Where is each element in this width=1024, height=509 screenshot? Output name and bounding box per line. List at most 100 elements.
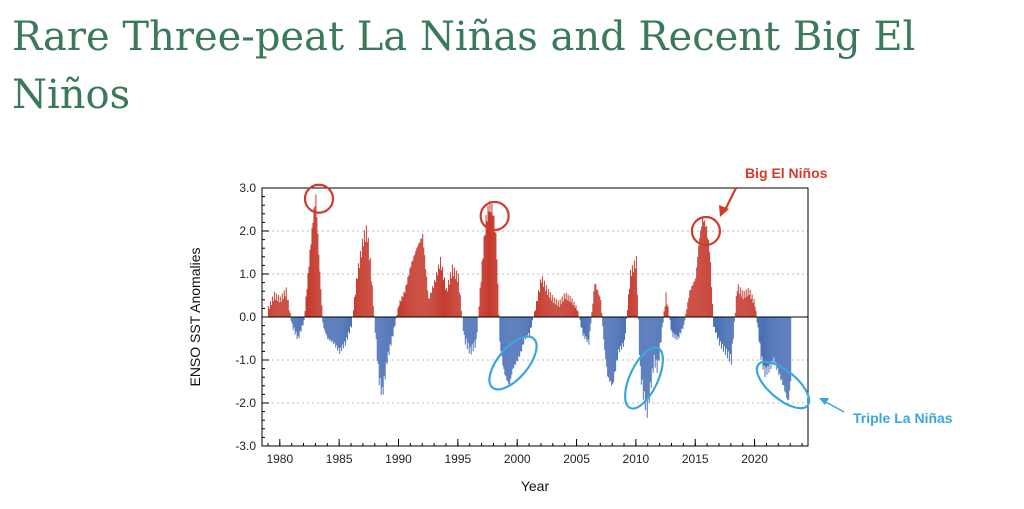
anomaly-bar	[641, 317, 643, 380]
anomaly-bar	[465, 317, 467, 339]
anomaly-bar	[604, 317, 606, 351]
anomaly-bar	[676, 317, 678, 341]
anomaly-bar	[494, 231, 496, 317]
anomaly-bar	[558, 306, 560, 317]
anomaly-bar	[445, 287, 447, 317]
anomaly-bar	[498, 314, 500, 317]
la-nina-ellipse	[488, 335, 538, 391]
anomaly-bar	[591, 312, 593, 317]
anomaly-bar	[577, 311, 579, 317]
anomaly-bar	[430, 292, 432, 317]
anomaly-bar	[386, 317, 388, 365]
anomaly-bar	[729, 317, 731, 354]
anomaly-bar	[589, 317, 591, 332]
anomaly-bar	[603, 317, 605, 340]
anomaly-bar	[398, 305, 400, 317]
anomaly-bar	[593, 291, 595, 317]
anomaly-bar	[375, 317, 377, 340]
anomaly-bar	[423, 247, 425, 317]
anomaly-bar	[688, 297, 690, 317]
anomaly-bars	[267, 194, 792, 418]
anomaly-bar	[508, 317, 510, 385]
anomaly-bar	[346, 317, 348, 338]
anomaly-bar	[624, 317, 626, 341]
anomaly-bar	[447, 280, 449, 317]
anomaly-bar	[765, 317, 767, 368]
anomaly-bar	[768, 317, 770, 373]
anomaly-bar	[711, 287, 713, 317]
x-tick-label: 2000	[504, 452, 531, 466]
anomaly-bar	[606, 317, 608, 367]
anomaly-bar	[296, 317, 298, 340]
anomaly-bar	[747, 288, 749, 317]
anomaly-bar	[626, 317, 627, 319]
anomaly-bar	[716, 317, 717, 333]
anomaly-bar	[634, 268, 636, 317]
anomaly-bar	[539, 279, 541, 317]
anomaly-bar	[756, 317, 758, 323]
anomaly-bar	[535, 301, 537, 317]
anomaly-bar	[434, 279, 436, 317]
anomaly-bar	[529, 317, 531, 337]
anomaly-bar	[351, 317, 353, 328]
anomaly-bar	[316, 217, 318, 317]
anomaly-bar	[543, 280, 545, 317]
anomaly-bar	[640, 317, 642, 385]
anomaly-bar	[381, 317, 383, 388]
anomaly-bar	[687, 301, 689, 317]
anomaly-bar	[456, 281, 458, 317]
anomaly-bar	[700, 230, 702, 317]
anomaly-bar	[592, 303, 594, 317]
annotations: Big El Niños Triple La Niñas	[303, 165, 953, 426]
anomaly-bar	[772, 317, 774, 366]
anomaly-bar	[343, 317, 345, 349]
anomaly-bar	[708, 239, 710, 317]
anomaly-bar	[779, 317, 781, 374]
anomaly-bar	[736, 291, 738, 317]
anomaly-bar	[431, 293, 433, 317]
anomaly-bar	[652, 317, 654, 373]
anomaly-bar	[417, 246, 419, 317]
anomaly-bar	[674, 317, 676, 339]
anomaly-bar	[374, 317, 376, 333]
anomaly-bar	[475, 317, 477, 340]
anomaly-bar	[354, 294, 356, 317]
anomaly-bar	[414, 254, 416, 317]
la-nina-ellipse	[624, 346, 664, 410]
anomaly-bar	[751, 294, 753, 317]
anomaly-bar	[478, 306, 480, 317]
anomaly-bar	[644, 317, 646, 411]
anomaly-bar	[599, 296, 601, 317]
gridlines	[262, 230, 808, 404]
anomaly-bar	[361, 238, 363, 317]
anomaly-bar	[767, 317, 769, 366]
anomaly-bar	[504, 317, 506, 375]
anomaly-bar	[783, 317, 785, 386]
anomaly-bar	[353, 310, 354, 317]
anomaly-bar	[623, 317, 625, 347]
anomaly-bar	[628, 288, 630, 317]
anomaly-bar	[616, 317, 618, 361]
anomaly-bar	[344, 317, 346, 342]
anomaly-bar	[341, 317, 343, 352]
anomaly-bar	[633, 260, 635, 317]
anomaly-bar	[322, 317, 324, 323]
anomaly-bar	[679, 317, 681, 333]
anomaly-bar	[485, 214, 487, 317]
anomaly-bar	[662, 317, 664, 323]
anomaly-bar	[639, 317, 641, 366]
anomaly-bar	[665, 292, 667, 317]
anomaly-bar	[340, 317, 342, 348]
anomaly-bar	[707, 237, 709, 317]
anomaly-bar	[646, 317, 648, 418]
anomaly-bar	[763, 317, 765, 366]
anomaly-bar	[522, 317, 524, 345]
anomaly-bar	[774, 317, 776, 365]
anomaly-bar	[516, 317, 518, 361]
anomaly-bar	[696, 267, 698, 317]
anomaly-bar	[306, 289, 308, 317]
anomaly-bar	[560, 304, 562, 317]
x-tick-label: 2005	[563, 452, 590, 466]
anomaly-bar	[556, 305, 558, 317]
la-nina-arrowhead	[819, 398, 829, 405]
